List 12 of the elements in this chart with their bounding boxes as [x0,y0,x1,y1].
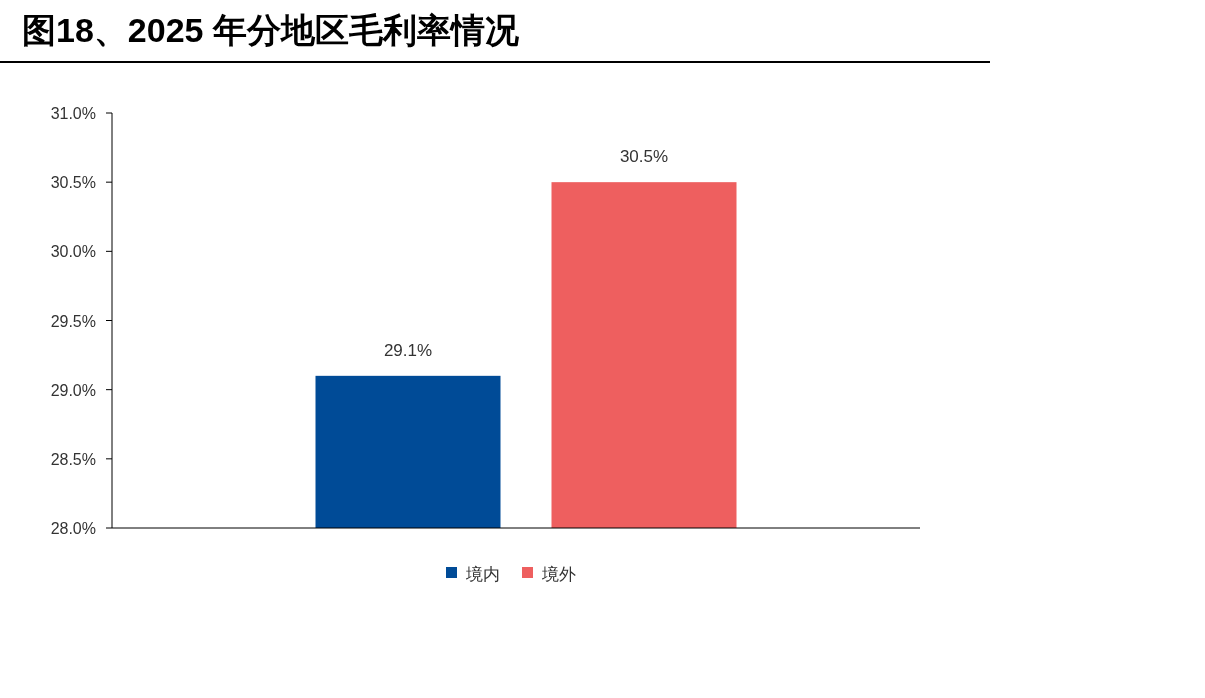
ytick: 28.5% [50,450,96,468]
legend-label: 境外 [542,565,576,584]
title: 图18、2025 年分地区毛利率情况 [22,11,519,49]
ytick: 28.0% [50,520,96,537]
legend-label: 境内 [466,565,500,584]
ytick: 30.5% [50,174,96,192]
ytick: 30.0% [50,243,96,261]
data-label: 29.1% [383,340,433,360]
data-label: 30.5% [619,147,669,167]
ytick: 29.5% [50,312,96,330]
ytick: 31.0% [50,105,96,122]
ytick: 29.0% [50,381,96,399]
